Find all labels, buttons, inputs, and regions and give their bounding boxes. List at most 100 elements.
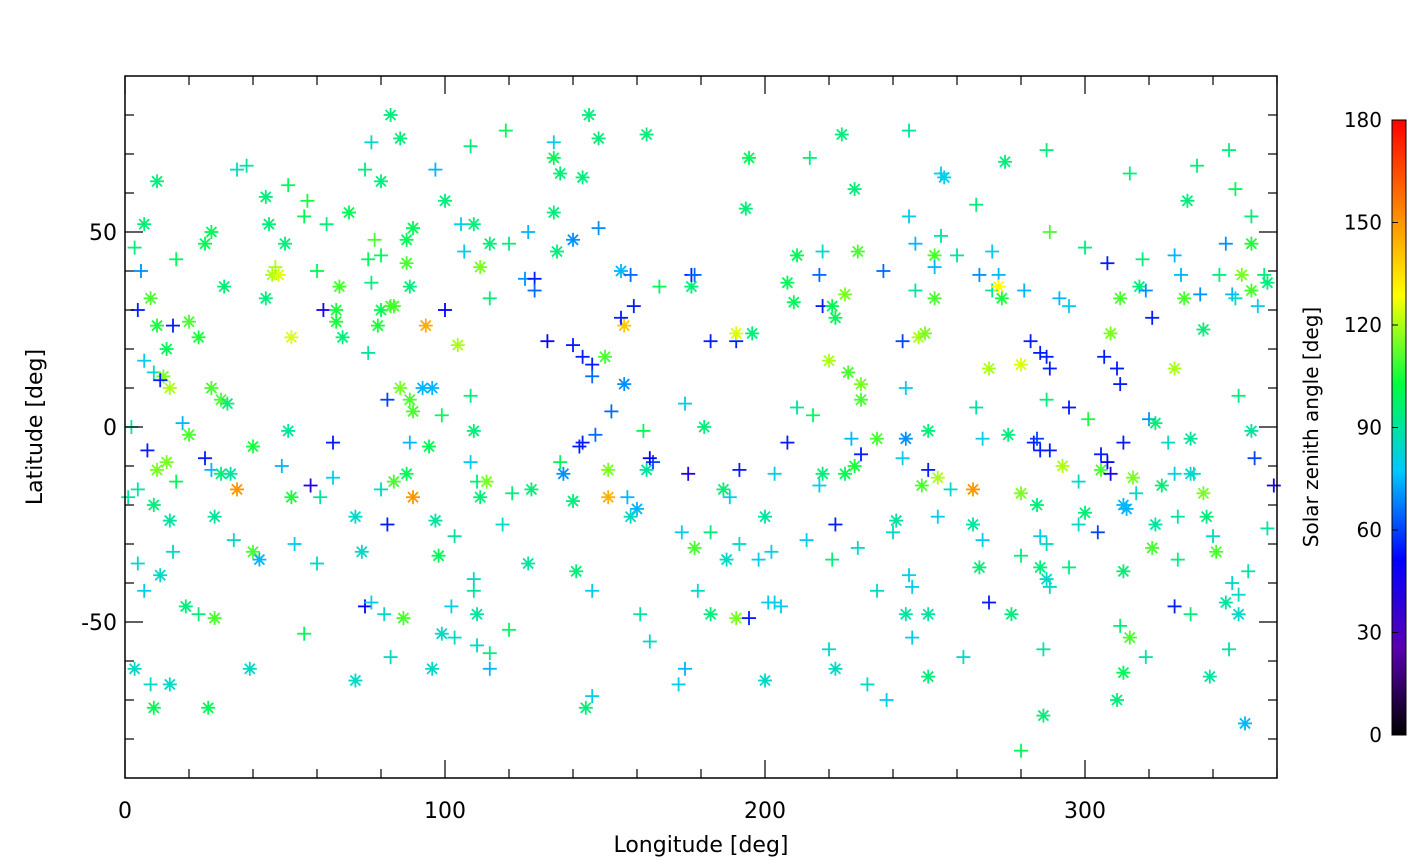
data-point xyxy=(854,447,868,462)
data-point xyxy=(137,583,152,598)
data-point xyxy=(927,260,942,275)
data-point xyxy=(687,540,702,555)
data-point xyxy=(745,326,760,341)
data-point xyxy=(1052,291,1067,306)
data-point xyxy=(434,408,449,423)
data-point xyxy=(271,267,286,282)
data-point xyxy=(1170,552,1185,567)
data-point xyxy=(473,490,488,505)
data-point xyxy=(217,279,232,294)
data-point xyxy=(175,416,190,431)
data-point xyxy=(620,490,635,505)
data-point xyxy=(1023,334,1038,349)
data-point xyxy=(281,178,296,193)
data-point xyxy=(524,482,539,497)
data-point xyxy=(1231,607,1246,622)
data-point xyxy=(681,466,696,481)
data-point xyxy=(406,404,420,419)
data-point xyxy=(905,579,920,594)
data-point xyxy=(642,451,657,466)
data-point xyxy=(258,189,273,204)
data-point xyxy=(684,279,699,294)
data-point xyxy=(1042,225,1057,239)
data-point xyxy=(1231,587,1246,602)
data-point xyxy=(614,264,628,278)
data-point xyxy=(646,455,660,470)
data-point xyxy=(150,462,164,477)
data-point xyxy=(438,303,452,317)
data-point xyxy=(252,552,267,567)
data-point xyxy=(985,244,1000,259)
data-point xyxy=(399,256,414,271)
data-point xyxy=(927,248,942,263)
data-point xyxy=(1126,470,1140,485)
data-point xyxy=(1167,248,1182,263)
data-point xyxy=(274,459,289,473)
data-point xyxy=(758,673,772,688)
data-point xyxy=(1183,607,1198,622)
data-point xyxy=(335,330,350,345)
data-point xyxy=(1244,423,1259,438)
data-point xyxy=(281,423,296,438)
data-point xyxy=(972,560,987,575)
data-point xyxy=(902,209,916,224)
data-point xyxy=(329,314,344,329)
data-point xyxy=(466,572,481,587)
data-point xyxy=(182,427,196,442)
data-point xyxy=(566,232,580,247)
data-point xyxy=(348,509,363,524)
data-point xyxy=(1167,599,1182,614)
data-point xyxy=(854,377,868,392)
data-point xyxy=(204,381,219,395)
data-point xyxy=(969,400,984,415)
data-point xyxy=(463,388,478,403)
data-point xyxy=(591,221,606,236)
data-point xyxy=(870,583,884,598)
data-point xyxy=(447,630,462,645)
data-point xyxy=(1026,435,1041,450)
data-point xyxy=(927,291,942,306)
data-point xyxy=(825,552,840,567)
data-point xyxy=(918,326,932,341)
data-point xyxy=(1062,299,1076,314)
data-point xyxy=(329,303,344,317)
y-tick-label: 0 xyxy=(103,416,117,441)
data-point xyxy=(569,564,584,579)
data-point xyxy=(402,435,417,450)
data-point xyxy=(402,279,417,294)
data-point xyxy=(790,400,804,415)
data-point xyxy=(1260,275,1275,290)
data-point xyxy=(367,232,382,247)
data-point xyxy=(1039,392,1054,407)
data-point xyxy=(470,638,484,653)
data-point xyxy=(588,427,603,442)
data-point xyxy=(1039,537,1054,551)
data-point xyxy=(146,498,161,512)
data-point xyxy=(370,318,385,333)
data-point xyxy=(1113,377,1128,392)
data-point xyxy=(790,248,804,263)
data-point xyxy=(921,669,936,684)
data-point xyxy=(287,537,302,551)
data-point xyxy=(642,634,657,649)
data-point xyxy=(143,291,158,306)
data-point xyxy=(767,595,782,610)
data-point xyxy=(246,439,260,454)
data-point xyxy=(521,225,536,239)
x-axis-ticks: 0 100 200 300 xyxy=(118,76,1278,824)
data-point xyxy=(262,217,276,232)
data-point xyxy=(934,228,948,243)
data-point xyxy=(502,622,516,637)
data-point xyxy=(582,108,596,122)
y-tick-label: 50 xyxy=(89,221,117,246)
colorbar-tick-label: 30 xyxy=(1357,621,1382,645)
data-point xyxy=(482,646,497,661)
colorbar-tick-label: 180 xyxy=(1344,108,1382,132)
data-point xyxy=(674,525,689,540)
data-point xyxy=(546,135,561,150)
data-point xyxy=(140,443,155,458)
data-point xyxy=(575,349,590,364)
data-point xyxy=(716,482,731,497)
data-point xyxy=(703,334,718,349)
data-point xyxy=(418,318,433,333)
